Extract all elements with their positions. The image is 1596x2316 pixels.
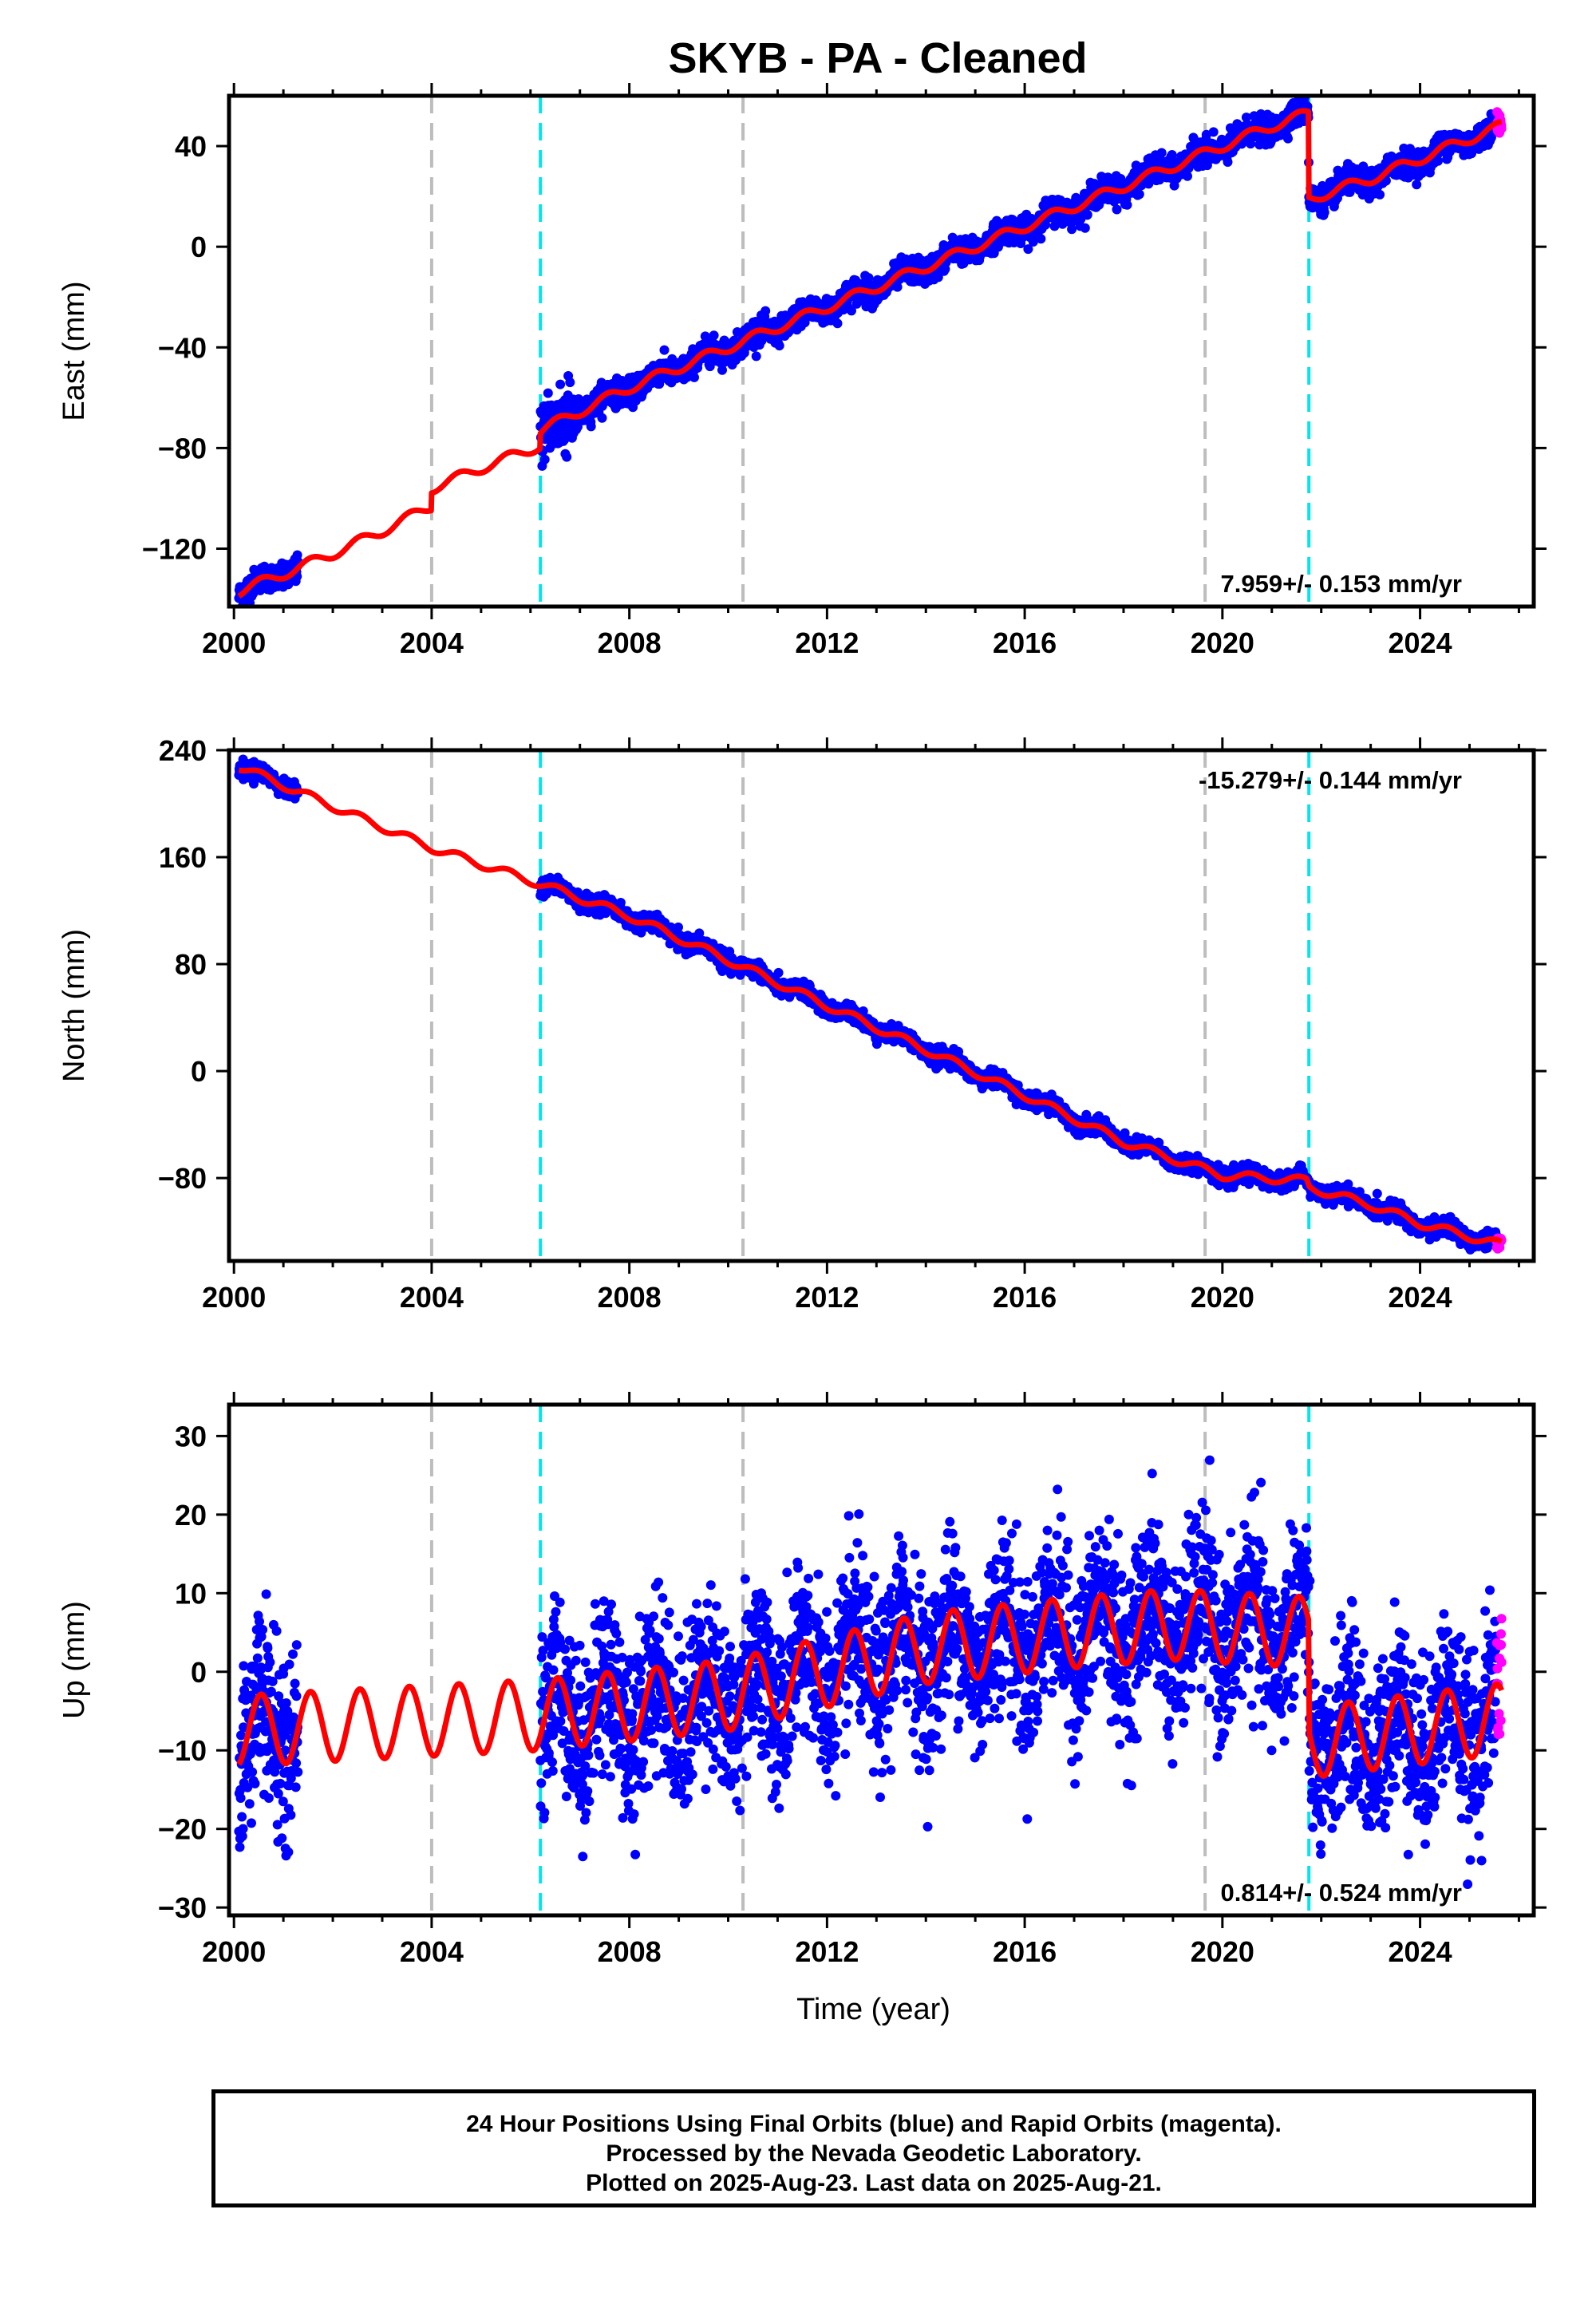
x-tick-label: 2024 — [1389, 626, 1452, 659]
y-tick-label: 0 — [191, 231, 207, 263]
y-tick-label: −120 — [142, 532, 207, 565]
data-point-final — [565, 377, 575, 388]
data-point-final — [709, 330, 719, 341]
data-point-final — [773, 967, 784, 978]
y-tick-label: 40 — [175, 130, 207, 163]
data-point-final — [659, 345, 670, 355]
model-fit-line — [236, 108, 1504, 599]
data-point-final — [1067, 224, 1077, 235]
page-title: SKYB - PA - Cleaned — [668, 34, 1088, 82]
data-point-final — [705, 362, 715, 372]
data-point-final — [689, 372, 699, 382]
data-point-final — [832, 318, 843, 329]
data-point-final — [555, 379, 566, 389]
data-point-final — [717, 365, 727, 375]
y-axis-label: East (mm) — [57, 281, 91, 421]
x-tick-label: 2004 — [400, 626, 464, 659]
data-point-final — [543, 388, 553, 398]
data-point-final — [539, 454, 550, 464]
plot-area — [234, 96, 1507, 607]
y-tick-label: −80 — [158, 432, 207, 464]
data-point-rapid — [1492, 107, 1503, 117]
data-point-final — [597, 413, 607, 423]
x-tick-label: 2008 — [598, 626, 662, 659]
data-point-final — [1080, 223, 1090, 233]
data-point-final — [1082, 210, 1092, 219]
y-tick-label: −40 — [158, 331, 207, 364]
x-tick-label: 2000 — [202, 626, 266, 659]
data-point-final — [1036, 234, 1046, 244]
velocity-rate-label: 7.959+/- 0.153 mm/yr — [1221, 570, 1462, 598]
data-point-final — [774, 341, 784, 351]
data-point-final — [1156, 148, 1167, 158]
panel-north: 2000 2004 2008 2012 2016 2020 2024−80080160240… — [57, 734, 1547, 1314]
data-point-final — [1122, 200, 1132, 210]
data-point-final — [1134, 189, 1144, 200]
x-tick-label: 2016 — [993, 626, 1057, 659]
data-point-final — [586, 421, 596, 432]
panel-east: 2000 2004 2008 2012 2016 2020 2024 −120 −80 −40 0 4… — [57, 83, 1547, 659]
data-point-final — [760, 306, 771, 316]
data-point-final — [1112, 204, 1122, 215]
data-point-final — [562, 452, 572, 462]
data-point-final — [1208, 127, 1219, 137]
data-point-final — [1319, 207, 1329, 218]
data-point-final — [1223, 157, 1233, 167]
data-point-final — [1283, 133, 1293, 144]
data-point-final — [751, 351, 761, 362]
x-tick-label: 2020 — [1191, 626, 1254, 659]
plot-area — [234, 750, 1507, 1261]
x-tick-label: 2012 — [795, 626, 859, 659]
data-point-final — [1375, 189, 1385, 200]
data-point-final — [1412, 180, 1422, 190]
